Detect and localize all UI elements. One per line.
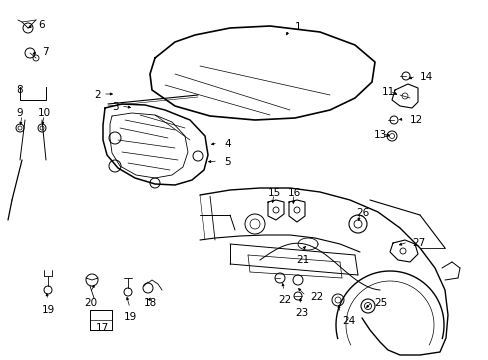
Text: 4: 4 <box>224 139 230 149</box>
Text: 9: 9 <box>16 108 22 118</box>
Text: 26: 26 <box>355 208 368 218</box>
Text: 15: 15 <box>267 188 281 198</box>
Text: 19: 19 <box>42 305 55 315</box>
Text: 25: 25 <box>373 298 386 308</box>
Text: 10: 10 <box>38 108 51 118</box>
Text: 18: 18 <box>143 298 157 308</box>
Text: 8: 8 <box>16 85 22 95</box>
Text: 17: 17 <box>96 323 109 333</box>
Text: 14: 14 <box>419 72 432 82</box>
Text: 16: 16 <box>287 188 301 198</box>
Text: 20: 20 <box>84 298 97 308</box>
Text: 21: 21 <box>295 255 308 265</box>
Text: 22: 22 <box>278 295 291 305</box>
Text: 6: 6 <box>38 20 44 30</box>
Text: 3: 3 <box>112 102 119 112</box>
Text: 2: 2 <box>94 90 101 100</box>
Text: 7: 7 <box>42 47 48 57</box>
Text: 5: 5 <box>224 157 230 167</box>
Text: 11: 11 <box>381 87 394 97</box>
Text: 13: 13 <box>373 130 386 140</box>
Text: 1: 1 <box>294 22 301 32</box>
Text: 19: 19 <box>124 312 137 322</box>
Text: 23: 23 <box>294 308 307 318</box>
Text: 27: 27 <box>411 238 425 248</box>
Text: 12: 12 <box>409 115 423 125</box>
Text: 24: 24 <box>341 316 354 326</box>
Text: 22: 22 <box>309 292 323 302</box>
